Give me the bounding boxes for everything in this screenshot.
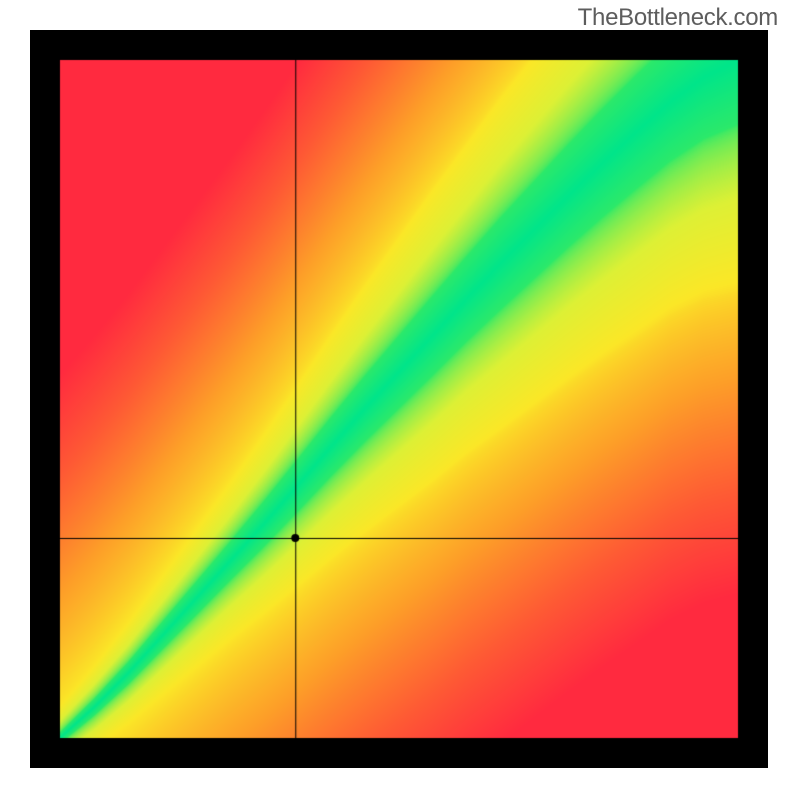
- chart-container: TheBottleneck.com: [0, 0, 800, 800]
- watermark-text: TheBottleneck.com: [578, 4, 778, 32]
- heatmap-canvas: [30, 30, 768, 768]
